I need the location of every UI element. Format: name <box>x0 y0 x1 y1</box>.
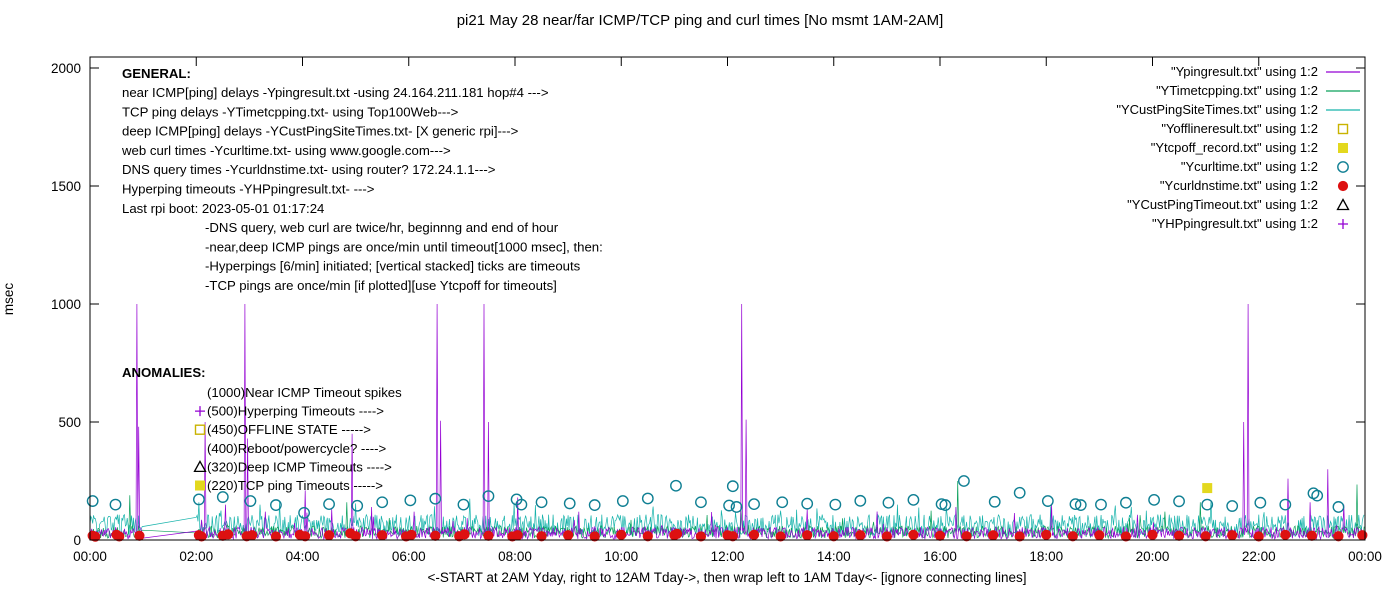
anomaly-line: (1000)Near ICMP Timeout spikes <box>207 385 402 400</box>
svg-text:0: 0 <box>73 533 81 548</box>
anomaly-line: (500)Hyperping Timeouts ----> <box>207 404 384 419</box>
series-Ycurltime <box>86 475 1345 519</box>
legend: "Ypingresult.txt" using 1:2 "YTimetcpping… <box>1116 64 1360 231</box>
general-line: Hyperping timeouts -YHPpingresult.txt- -… <box>122 182 375 197</box>
general-line: near ICMP[ping] delays -Ypingresult.txt … <box>122 85 549 100</box>
plot: 0 500 1000 1500 2000 00:00 02:00 04:00 06:00 08:0… <box>51 56 1382 564</box>
plot-border <box>89 56 1366 541</box>
svg-text:06:00: 06:00 <box>392 549 426 564</box>
anomalies-heading: ANOMALIES: <box>122 365 206 380</box>
series-Ytcpoff_record <box>1202 483 1213 494</box>
general-line: deep ICMP[ping] delays -YCustPingSiteTim… <box>122 124 519 139</box>
general-line: TCP ping delays -YTimetcpping.txt- using… <box>122 104 459 119</box>
anomaly-line: (220)TCP ping Timeouts -----> <box>207 478 383 493</box>
general-indented-line: -DNS query, web curl are twice/hr, begin… <box>205 220 559 235</box>
svg-text:1500: 1500 <box>51 179 81 194</box>
legend-label-Ypingresult: "Ypingresult.txt" using 1:2 <box>1171 64 1318 79</box>
general-heading: GENERAL: <box>122 66 191 81</box>
svg-text:00:00: 00:00 <box>1348 549 1382 564</box>
general-line: DNS query times -Ycurldnstime.txt- using… <box>122 162 496 177</box>
svg-text:2000: 2000 <box>51 61 81 76</box>
anomaly-line: (400)Reboot/powercycle? ----> <box>207 441 387 456</box>
series-YCustPingSiteTimes <box>89 498 1365 538</box>
svg-text:02:00: 02:00 <box>179 549 213 564</box>
legend-label-Ytcpoff_record: "Ytcpoff_record.txt" using 1:2 <box>1151 140 1318 155</box>
svg-text:20:00: 20:00 <box>1136 549 1170 564</box>
legend-label-Ycurldnstime: "Ycurldnstime.txt" using 1:2 <box>1160 178 1318 193</box>
svg-text:1000: 1000 <box>51 297 81 312</box>
anomaly-line: (450)OFFLINE STATE -----> <box>207 422 371 437</box>
svg-text:08:00: 08:00 <box>498 549 532 564</box>
general-line: web curl times -Ycurltime.txt- using www… <box>121 143 451 158</box>
general-line: Last rpi boot: 2023-05-01 01:17:24 <box>122 201 324 216</box>
svg-text:12:00: 12:00 <box>711 549 745 564</box>
legend-label-Yofflineresult: "Yofflineresult.txt" using 1:2 <box>1161 121 1318 136</box>
svg-text:16:00: 16:00 <box>923 549 957 564</box>
legend-label-YCustPingTimeout: "YCustPingTimeout.txt" using 1:2 <box>1127 197 1318 212</box>
anomaly-line: (320)Deep ICMP Timeouts ----> <box>207 459 392 474</box>
chart-title: pi21 May 28 near/far ICMP/TCP ping and c… <box>457 12 944 29</box>
svg-text:500: 500 <box>58 415 81 430</box>
tick-labels: 0 500 1000 1500 2000 00:00 02:00 04:00 06:00 08:0… <box>51 61 1382 564</box>
svg-text:00:00: 00:00 <box>73 549 107 564</box>
legend-label-YHPpingresult: "YHPpingresult.txt" using 1:2 <box>1152 216 1318 231</box>
y-axis-label: msec <box>1 283 16 316</box>
svg-text:18:00: 18:00 <box>1029 549 1063 564</box>
legend-label-YTimetcpping: "YTimetcpping.txt" using 1:2 <box>1156 83 1318 98</box>
svg-text:04:00: 04:00 <box>286 549 320 564</box>
svg-text:14:00: 14:00 <box>817 549 851 564</box>
general-indented-line: -Hyperpings [6/min] initiated; [vertical… <box>205 259 581 274</box>
legend-label-YCustPingSiteTimes: "YCustPingSiteTimes.txt" using 1:2 <box>1116 102 1318 117</box>
svg-text:22:00: 22:00 <box>1242 549 1276 564</box>
svg-text:10:00: 10:00 <box>604 549 638 564</box>
legend-label-Ycurltime: "Ycurltime.txt" using 1:2 <box>1181 159 1318 174</box>
annotations: GENERAL: near ICMP[ping] delays -Ypingres… <box>121 66 603 493</box>
series-Ycurldnstime <box>87 528 1368 542</box>
general-indented-line: -near,deep ICMP pings are once/min until… <box>205 239 603 254</box>
x-axis-label: <-START at 2AM Yday, right to 12AM Tday-… <box>428 570 1027 585</box>
general-indented-line: -TCP pings are once/min [if plotted][use… <box>205 278 557 293</box>
